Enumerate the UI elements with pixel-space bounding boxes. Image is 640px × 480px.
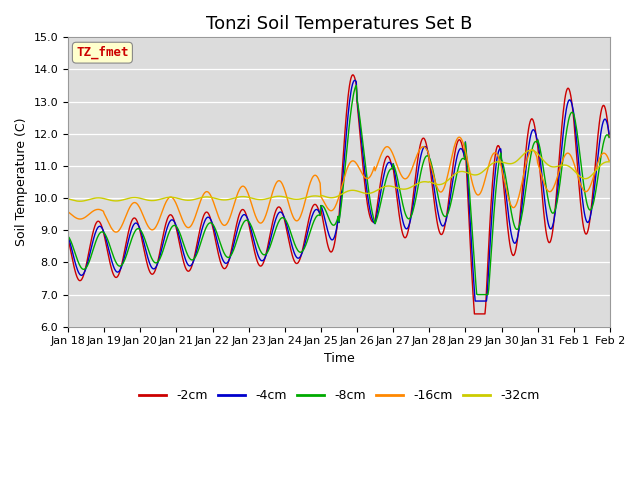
- -16cm: [64, 209, 72, 215]
- -4cm: [405, 223, 413, 228]
- -8cm: [405, 216, 413, 222]
- Legend: -2cm, -4cm, -8cm, -16cm, -32cm: -2cm, -4cm, -8cm, -16cm, -32cm: [134, 384, 545, 408]
- -32cm: [605, 159, 613, 165]
- Y-axis label: Soil Temperature (C): Soil Temperature (C): [15, 118, 28, 246]
- -4cm: [421, 144, 429, 149]
- Line: -4cm: -4cm: [68, 80, 609, 301]
- -2cm: [470, 311, 478, 317]
- -16cm: [186, 225, 193, 230]
- -8cm: [213, 230, 221, 236]
- -16cm: [405, 173, 413, 179]
- -16cm: [74, 216, 82, 222]
- -32cm: [131, 195, 138, 201]
- Line: -32cm: -32cm: [68, 150, 609, 201]
- -2cm: [213, 245, 221, 251]
- -4cm: [74, 268, 82, 274]
- -32cm: [76, 198, 84, 204]
- -32cm: [421, 179, 429, 185]
- -8cm: [184, 253, 192, 259]
- -4cm: [351, 77, 358, 83]
- -8cm: [74, 258, 82, 264]
- -2cm: [405, 224, 413, 230]
- -16cm: [605, 158, 613, 164]
- -4cm: [64, 233, 72, 239]
- -2cm: [421, 137, 429, 143]
- -2cm: [605, 134, 613, 140]
- -4cm: [130, 222, 138, 228]
- -2cm: [184, 268, 192, 274]
- -2cm: [349, 72, 356, 78]
- -16cm: [214, 212, 221, 217]
- -32cm: [64, 196, 72, 202]
- -4cm: [213, 238, 221, 243]
- -8cm: [130, 231, 138, 237]
- -8cm: [64, 233, 72, 239]
- -16cm: [456, 134, 463, 140]
- -16cm: [421, 144, 429, 150]
- -4cm: [605, 131, 613, 137]
- -8cm: [474, 292, 481, 298]
- -32cm: [527, 147, 534, 153]
- -2cm: [74, 276, 82, 282]
- Title: Tonzi Soil Temperatures Set B: Tonzi Soil Temperatures Set B: [206, 15, 472, 33]
- -16cm: [113, 229, 120, 235]
- -4cm: [184, 263, 192, 268]
- -8cm: [605, 135, 613, 141]
- -32cm: [405, 185, 413, 191]
- -32cm: [214, 196, 221, 202]
- Text: TZ_fmet: TZ_fmet: [76, 46, 129, 60]
- Line: -8cm: -8cm: [68, 85, 609, 295]
- -2cm: [130, 216, 138, 221]
- -16cm: [131, 200, 138, 205]
- -32cm: [186, 197, 193, 203]
- -32cm: [74, 198, 82, 204]
- -8cm: [421, 156, 429, 161]
- -8cm: [353, 83, 360, 88]
- Line: -16cm: -16cm: [68, 137, 609, 232]
- -4cm: [471, 298, 479, 304]
- -2cm: [64, 236, 72, 241]
- Line: -2cm: -2cm: [68, 75, 609, 314]
- X-axis label: Time: Time: [324, 352, 355, 365]
